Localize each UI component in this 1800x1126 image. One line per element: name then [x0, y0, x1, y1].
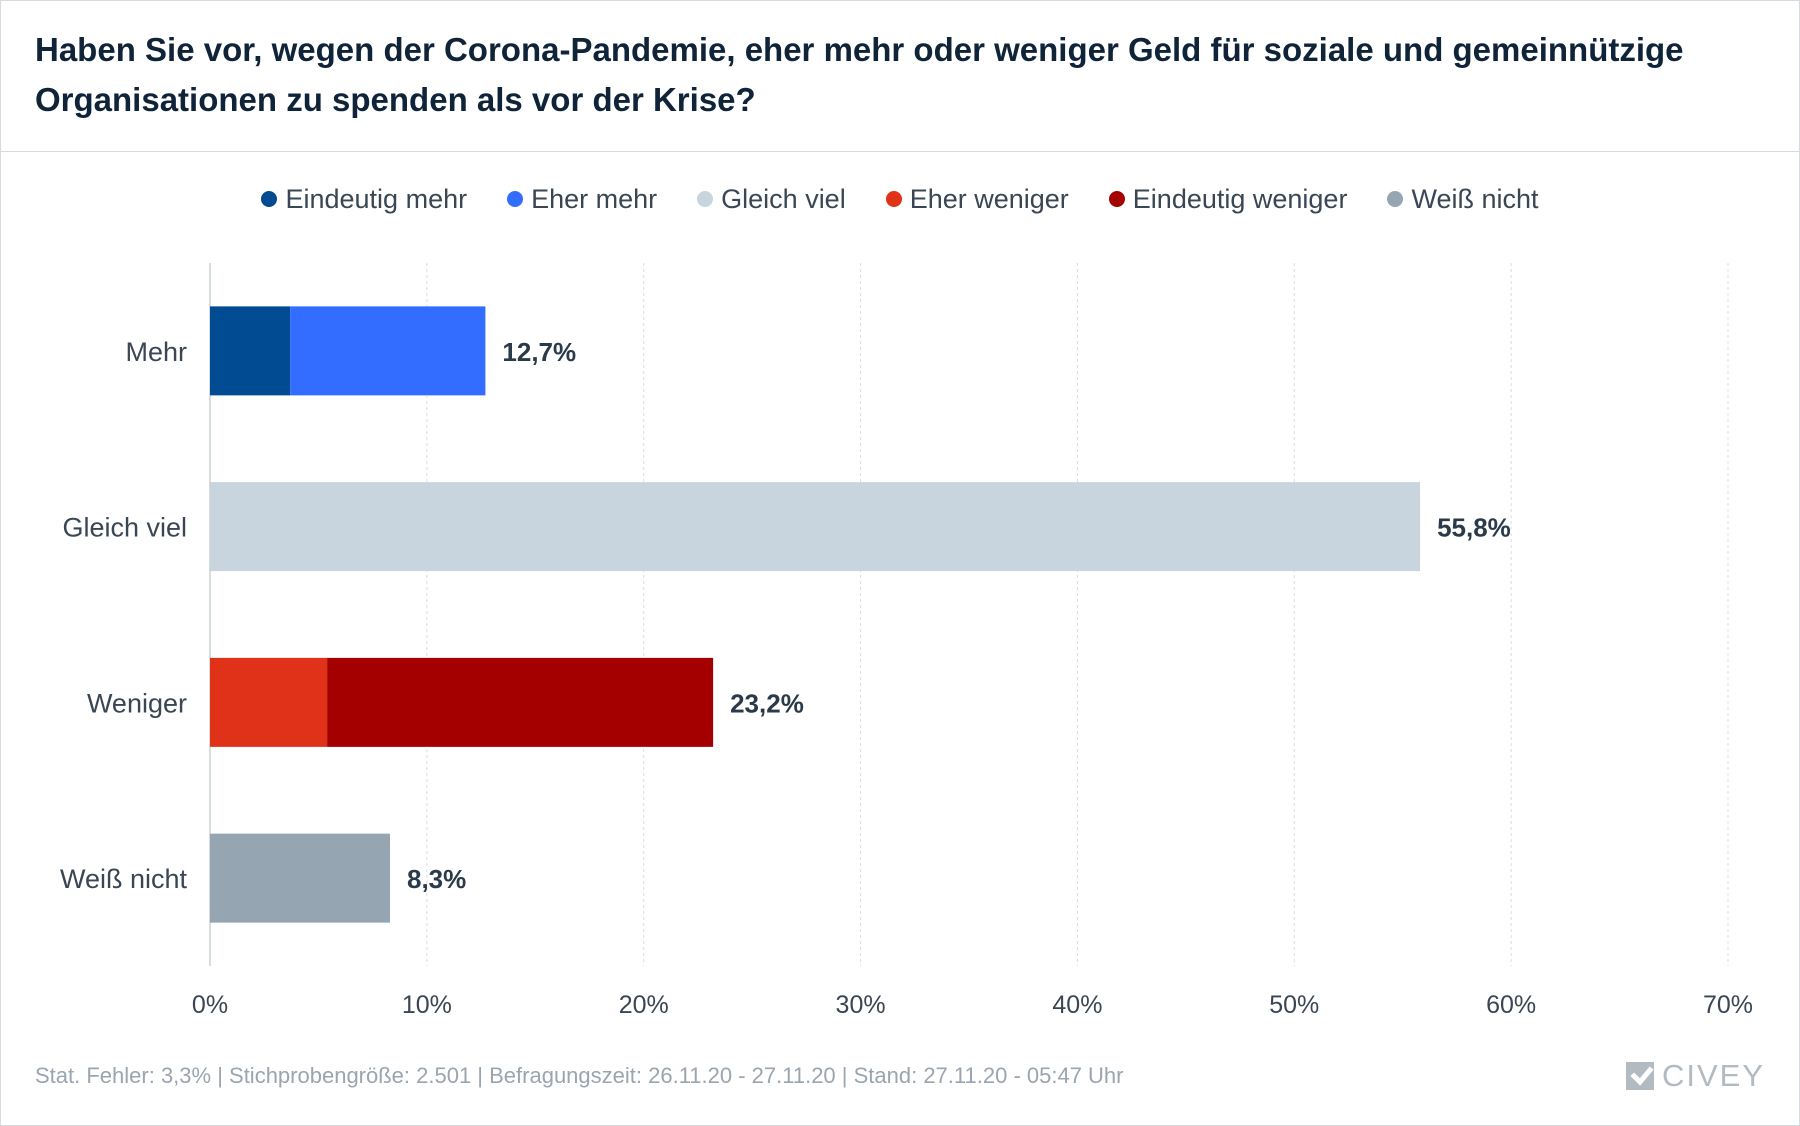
legend-item: Eher weniger: [885, 183, 1069, 215]
x-tick-label: 60%: [1486, 991, 1536, 1019]
data-label: 12,7%: [502, 337, 576, 367]
data-label: 55,8%: [1437, 513, 1511, 543]
x-tick-label: 10%: [402, 991, 452, 1019]
civey-logo: CIVEY: [1624, 1058, 1765, 1094]
legend-swatch: [507, 191, 524, 207]
legend-item: Weiß nicht: [1387, 183, 1539, 215]
legend-swatch: [1108, 191, 1125, 207]
legend-label: Eher mehr: [531, 183, 658, 214]
title-divider: [1, 151, 1799, 152]
legend-label: Eindeutig weniger: [1132, 183, 1348, 214]
x-tick-label: 0%: [192, 991, 228, 1019]
chart-title: Haben Sie vor, wegen der Corona-Pandemie…: [35, 31, 1684, 118]
legend-item: Eher mehr: [507, 184, 657, 215]
bar-segment: [210, 482, 1421, 572]
category-label: Weiß nicht: [60, 864, 188, 894]
legend-item: Eindeutig mehr: [261, 184, 467, 215]
legend-item: Gleich viel: [697, 184, 846, 215]
civey-logo-icon: [1625, 1062, 1654, 1090]
legend-swatch: [885, 191, 902, 207]
x-tick-label: 70%: [1703, 991, 1753, 1019]
legend: Eindeutig mehr Eher mehr Gleich viel Eher w…: [1, 179, 1799, 219]
bar-segment: [290, 306, 486, 396]
legend-swatch: [697, 191, 714, 207]
legend-item: Eindeutig weniger: [1108, 183, 1348, 215]
x-tick-label: 40%: [1052, 991, 1102, 1019]
legend-swatch: [1387, 191, 1404, 207]
category-label: Mehr: [125, 337, 187, 367]
legend-label: Eher weniger: [909, 183, 1069, 214]
category-label: Weniger: [87, 688, 187, 718]
category-label: Gleich viel: [62, 513, 187, 543]
bar-segment: [210, 657, 328, 747]
data-label: 8,3%: [407, 864, 466, 894]
data-label: 23,2%: [730, 688, 804, 718]
logo-text: CIVEY: [1661, 1058, 1765, 1093]
legend-label: Weiß nicht: [1411, 183, 1539, 214]
bar-chart: 0% 10% 20% 30% 40% 50% 60% 70% Mehr 12,7% Gleich v…: [60, 263, 1753, 1019]
bar-segment: [210, 833, 390, 923]
legend-swatch: [261, 191, 278, 207]
x-tick-label: 20%: [619, 991, 669, 1019]
bar-segment: [210, 306, 291, 396]
legend-label: Eindeutig mehr: [285, 183, 468, 214]
bar-segment: [327, 657, 714, 747]
x-tick-label: 30%: [836, 991, 886, 1019]
legend-label: Gleich viel: [721, 183, 846, 214]
x-tick-label: 50%: [1269, 991, 1319, 1019]
footer-note: Stat. Fehler: 3,3% | Stichprobengröße: 2…: [35, 1063, 1124, 1088]
